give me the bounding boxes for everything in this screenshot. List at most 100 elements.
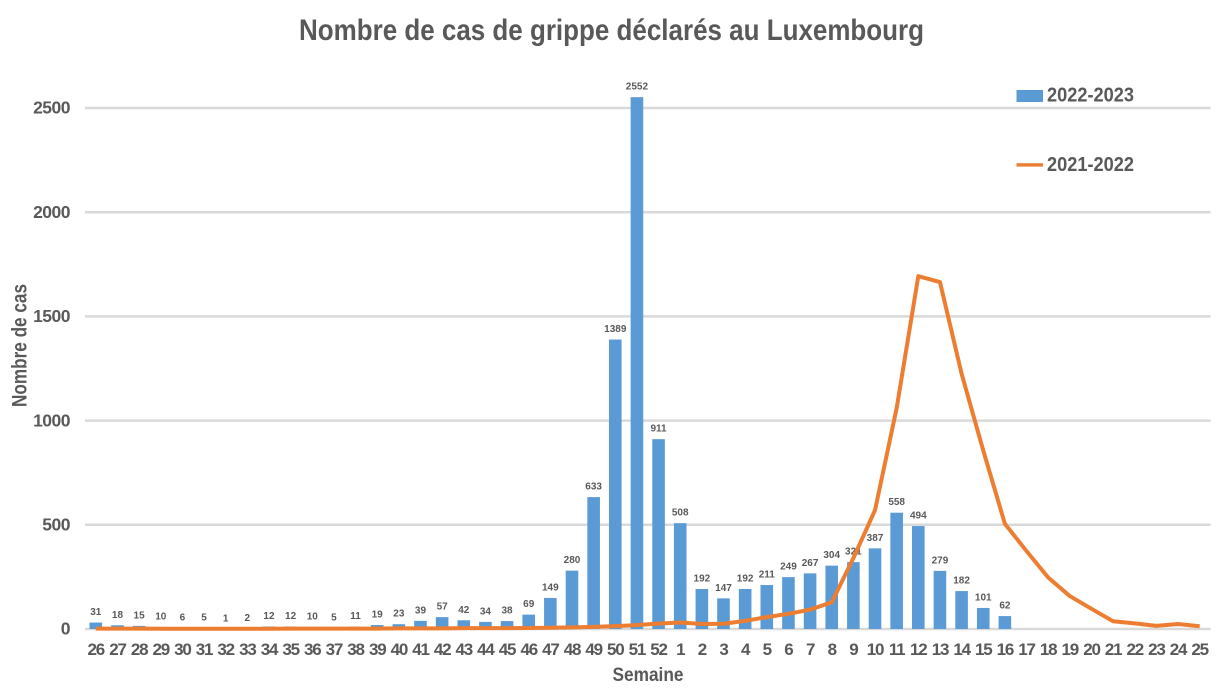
svg-text:2021-2022: 2021-2022: [1047, 154, 1134, 176]
svg-text:8: 8: [828, 640, 837, 659]
svg-text:24: 24: [1170, 640, 1188, 659]
svg-text:35: 35: [282, 640, 299, 659]
svg-text:1: 1: [676, 640, 685, 659]
svg-text:29: 29: [152, 640, 169, 659]
svg-text:41: 41: [412, 640, 429, 659]
svg-text:32: 32: [217, 640, 234, 659]
svg-text:10: 10: [307, 611, 319, 622]
svg-text:25: 25: [1191, 640, 1208, 659]
svg-text:39: 39: [415, 605, 427, 616]
svg-text:39: 39: [369, 640, 386, 659]
svg-text:6: 6: [180, 612, 186, 623]
svg-text:42: 42: [434, 640, 451, 659]
svg-text:5: 5: [331, 612, 337, 623]
svg-text:36: 36: [304, 640, 321, 659]
svg-text:38: 38: [501, 606, 513, 617]
svg-text:11: 11: [889, 640, 905, 659]
svg-text:10: 10: [155, 611, 167, 622]
svg-text:26: 26: [88, 640, 105, 659]
svg-text:22: 22: [1126, 640, 1143, 659]
svg-text:2: 2: [698, 640, 707, 659]
svg-text:5: 5: [201, 612, 207, 623]
svg-text:2000: 2000: [33, 202, 71, 222]
svg-text:46: 46: [520, 640, 537, 659]
svg-text:249: 249: [780, 562, 797, 573]
svg-text:267: 267: [802, 558, 819, 569]
svg-text:21: 21: [1105, 640, 1122, 659]
svg-text:20: 20: [1083, 640, 1100, 659]
svg-text:34: 34: [261, 640, 279, 659]
svg-text:1500: 1500: [33, 306, 71, 326]
svg-text:40: 40: [391, 640, 408, 659]
svg-text:18: 18: [112, 610, 124, 621]
svg-text:15: 15: [134, 610, 146, 621]
svg-text:558: 558: [888, 497, 905, 508]
svg-text:48: 48: [564, 640, 581, 659]
svg-text:18: 18: [1040, 640, 1057, 659]
svg-text:149: 149: [542, 582, 559, 593]
svg-text:Nombre de cas: Nombre de cas: [8, 284, 32, 407]
svg-text:911: 911: [650, 424, 667, 435]
svg-text:44: 44: [477, 640, 495, 659]
svg-text:5: 5: [763, 640, 772, 659]
svg-text:31: 31: [90, 607, 102, 618]
svg-text:7: 7: [806, 640, 815, 659]
svg-text:494: 494: [910, 511, 927, 522]
svg-text:27: 27: [109, 640, 126, 659]
svg-text:31: 31: [196, 640, 213, 659]
svg-text:147: 147: [715, 583, 732, 594]
svg-text:17: 17: [1018, 640, 1035, 659]
svg-text:50: 50: [607, 640, 624, 659]
svg-text:23: 23: [393, 609, 405, 620]
svg-text:192: 192: [737, 573, 754, 584]
svg-text:Nombre de cas de grippe déclar: Nombre de cas de grippe déclarés au Luxe…: [299, 14, 924, 47]
svg-text:28: 28: [131, 640, 148, 659]
svg-text:2: 2: [245, 613, 251, 624]
svg-text:15: 15: [975, 640, 992, 659]
svg-text:2552: 2552: [626, 82, 649, 93]
svg-text:38: 38: [347, 640, 364, 659]
svg-text:62: 62: [999, 601, 1011, 612]
svg-text:11: 11: [350, 611, 361, 622]
svg-text:1389: 1389: [604, 324, 627, 335]
svg-text:19: 19: [372, 610, 384, 621]
svg-text:3: 3: [719, 640, 728, 659]
svg-text:182: 182: [953, 576, 970, 587]
svg-text:304: 304: [823, 550, 840, 561]
svg-text:23: 23: [1148, 640, 1165, 659]
svg-text:280: 280: [564, 555, 581, 566]
svg-text:69: 69: [523, 599, 535, 610]
svg-text:500: 500: [42, 515, 70, 535]
svg-text:Semaine: Semaine: [613, 665, 684, 686]
svg-text:6: 6: [784, 640, 793, 659]
svg-text:9: 9: [849, 640, 858, 659]
svg-text:12: 12: [263, 611, 275, 622]
svg-text:2500: 2500: [33, 98, 71, 118]
svg-text:16: 16: [997, 640, 1014, 659]
svg-text:42: 42: [458, 605, 470, 616]
svg-text:37: 37: [326, 640, 343, 659]
svg-text:1000: 1000: [33, 410, 71, 430]
svg-text:387: 387: [867, 533, 884, 544]
svg-text:14: 14: [953, 640, 971, 659]
svg-text:43: 43: [456, 640, 473, 659]
svg-text:1: 1: [223, 613, 229, 624]
svg-text:12: 12: [910, 640, 927, 659]
svg-text:0: 0: [61, 619, 71, 639]
svg-text:19: 19: [1062, 640, 1079, 659]
svg-text:12: 12: [285, 611, 297, 622]
svg-text:30: 30: [174, 640, 191, 659]
svg-text:508: 508: [672, 508, 689, 519]
svg-text:4: 4: [741, 640, 751, 659]
svg-text:10: 10: [867, 640, 884, 659]
svg-text:192: 192: [694, 573, 711, 584]
svg-text:211: 211: [759, 570, 776, 581]
svg-text:51: 51: [629, 640, 646, 659]
svg-text:13: 13: [932, 640, 949, 659]
svg-text:279: 279: [932, 555, 949, 566]
svg-text:57: 57: [437, 602, 449, 613]
svg-text:633: 633: [585, 482, 602, 493]
svg-text:47: 47: [542, 640, 559, 659]
svg-text:2022-2023: 2022-2023: [1047, 85, 1134, 107]
svg-text:49: 49: [585, 640, 602, 659]
